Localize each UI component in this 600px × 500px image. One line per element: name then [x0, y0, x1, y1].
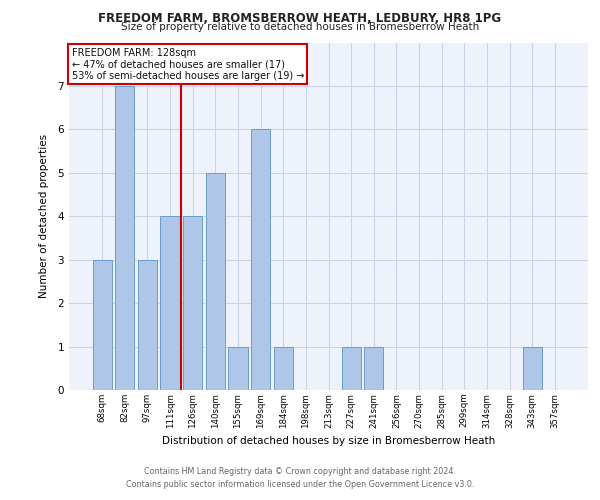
Text: Contains HM Land Registry data © Crown copyright and database right 2024.
Contai: Contains HM Land Registry data © Crown c… [126, 468, 474, 489]
Text: Size of property relative to detached houses in Bromesberrow Heath: Size of property relative to detached ho… [121, 22, 479, 32]
Bar [364, 346, 383, 390]
Bar [92, 260, 112, 390]
Y-axis label: Number of detached properties: Number of detached properties [39, 134, 49, 298]
X-axis label: Distribution of detached houses by size in Bromesberrow Heath: Distribution of detached houses by size … [162, 436, 495, 446]
Bar [206, 173, 225, 390]
Bar [115, 86, 134, 390]
Text: FREEDOM FARM, BROMSBERROW HEATH, LEDBURY, HR8 1PG: FREEDOM FARM, BROMSBERROW HEATH, LEDBURY… [98, 12, 502, 26]
Bar [341, 346, 361, 390]
Bar [160, 216, 180, 390]
Text: FREEDOM FARM: 128sqm
← 47% of detached houses are smaller (17)
53% of semi-detac: FREEDOM FARM: 128sqm ← 47% of detached h… [71, 48, 304, 81]
Bar [274, 346, 293, 390]
Bar [138, 260, 157, 390]
Bar [229, 346, 248, 390]
Bar [523, 346, 542, 390]
Bar [183, 216, 202, 390]
Bar [251, 130, 270, 390]
